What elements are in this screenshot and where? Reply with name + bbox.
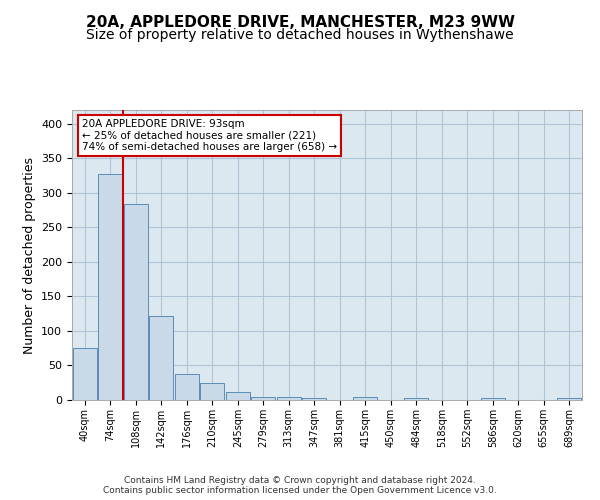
- Bar: [277, 396, 301, 400]
- Bar: [73, 348, 97, 400]
- Bar: [98, 174, 122, 400]
- Bar: [149, 316, 173, 400]
- Bar: [226, 392, 250, 400]
- Bar: [200, 384, 224, 400]
- Bar: [557, 398, 581, 400]
- Y-axis label: Number of detached properties: Number of detached properties: [23, 156, 35, 354]
- Text: 20A, APPLEDORE DRIVE, MANCHESTER, M23 9WW: 20A, APPLEDORE DRIVE, MANCHESTER, M23 9W…: [86, 15, 515, 30]
- Bar: [481, 398, 505, 400]
- Bar: [175, 374, 199, 400]
- Bar: [251, 396, 275, 400]
- Bar: [404, 398, 428, 400]
- Text: Size of property relative to detached houses in Wythenshawe: Size of property relative to detached ho…: [86, 28, 514, 42]
- Text: 20A APPLEDORE DRIVE: 93sqm
← 25% of detached houses are smaller (221)
74% of sem: 20A APPLEDORE DRIVE: 93sqm ← 25% of deta…: [82, 118, 337, 152]
- Text: Contains HM Land Registry data © Crown copyright and database right 2024.
Contai: Contains HM Land Registry data © Crown c…: [103, 476, 497, 495]
- Bar: [302, 398, 326, 400]
- Bar: [353, 396, 377, 400]
- Bar: [124, 204, 148, 400]
